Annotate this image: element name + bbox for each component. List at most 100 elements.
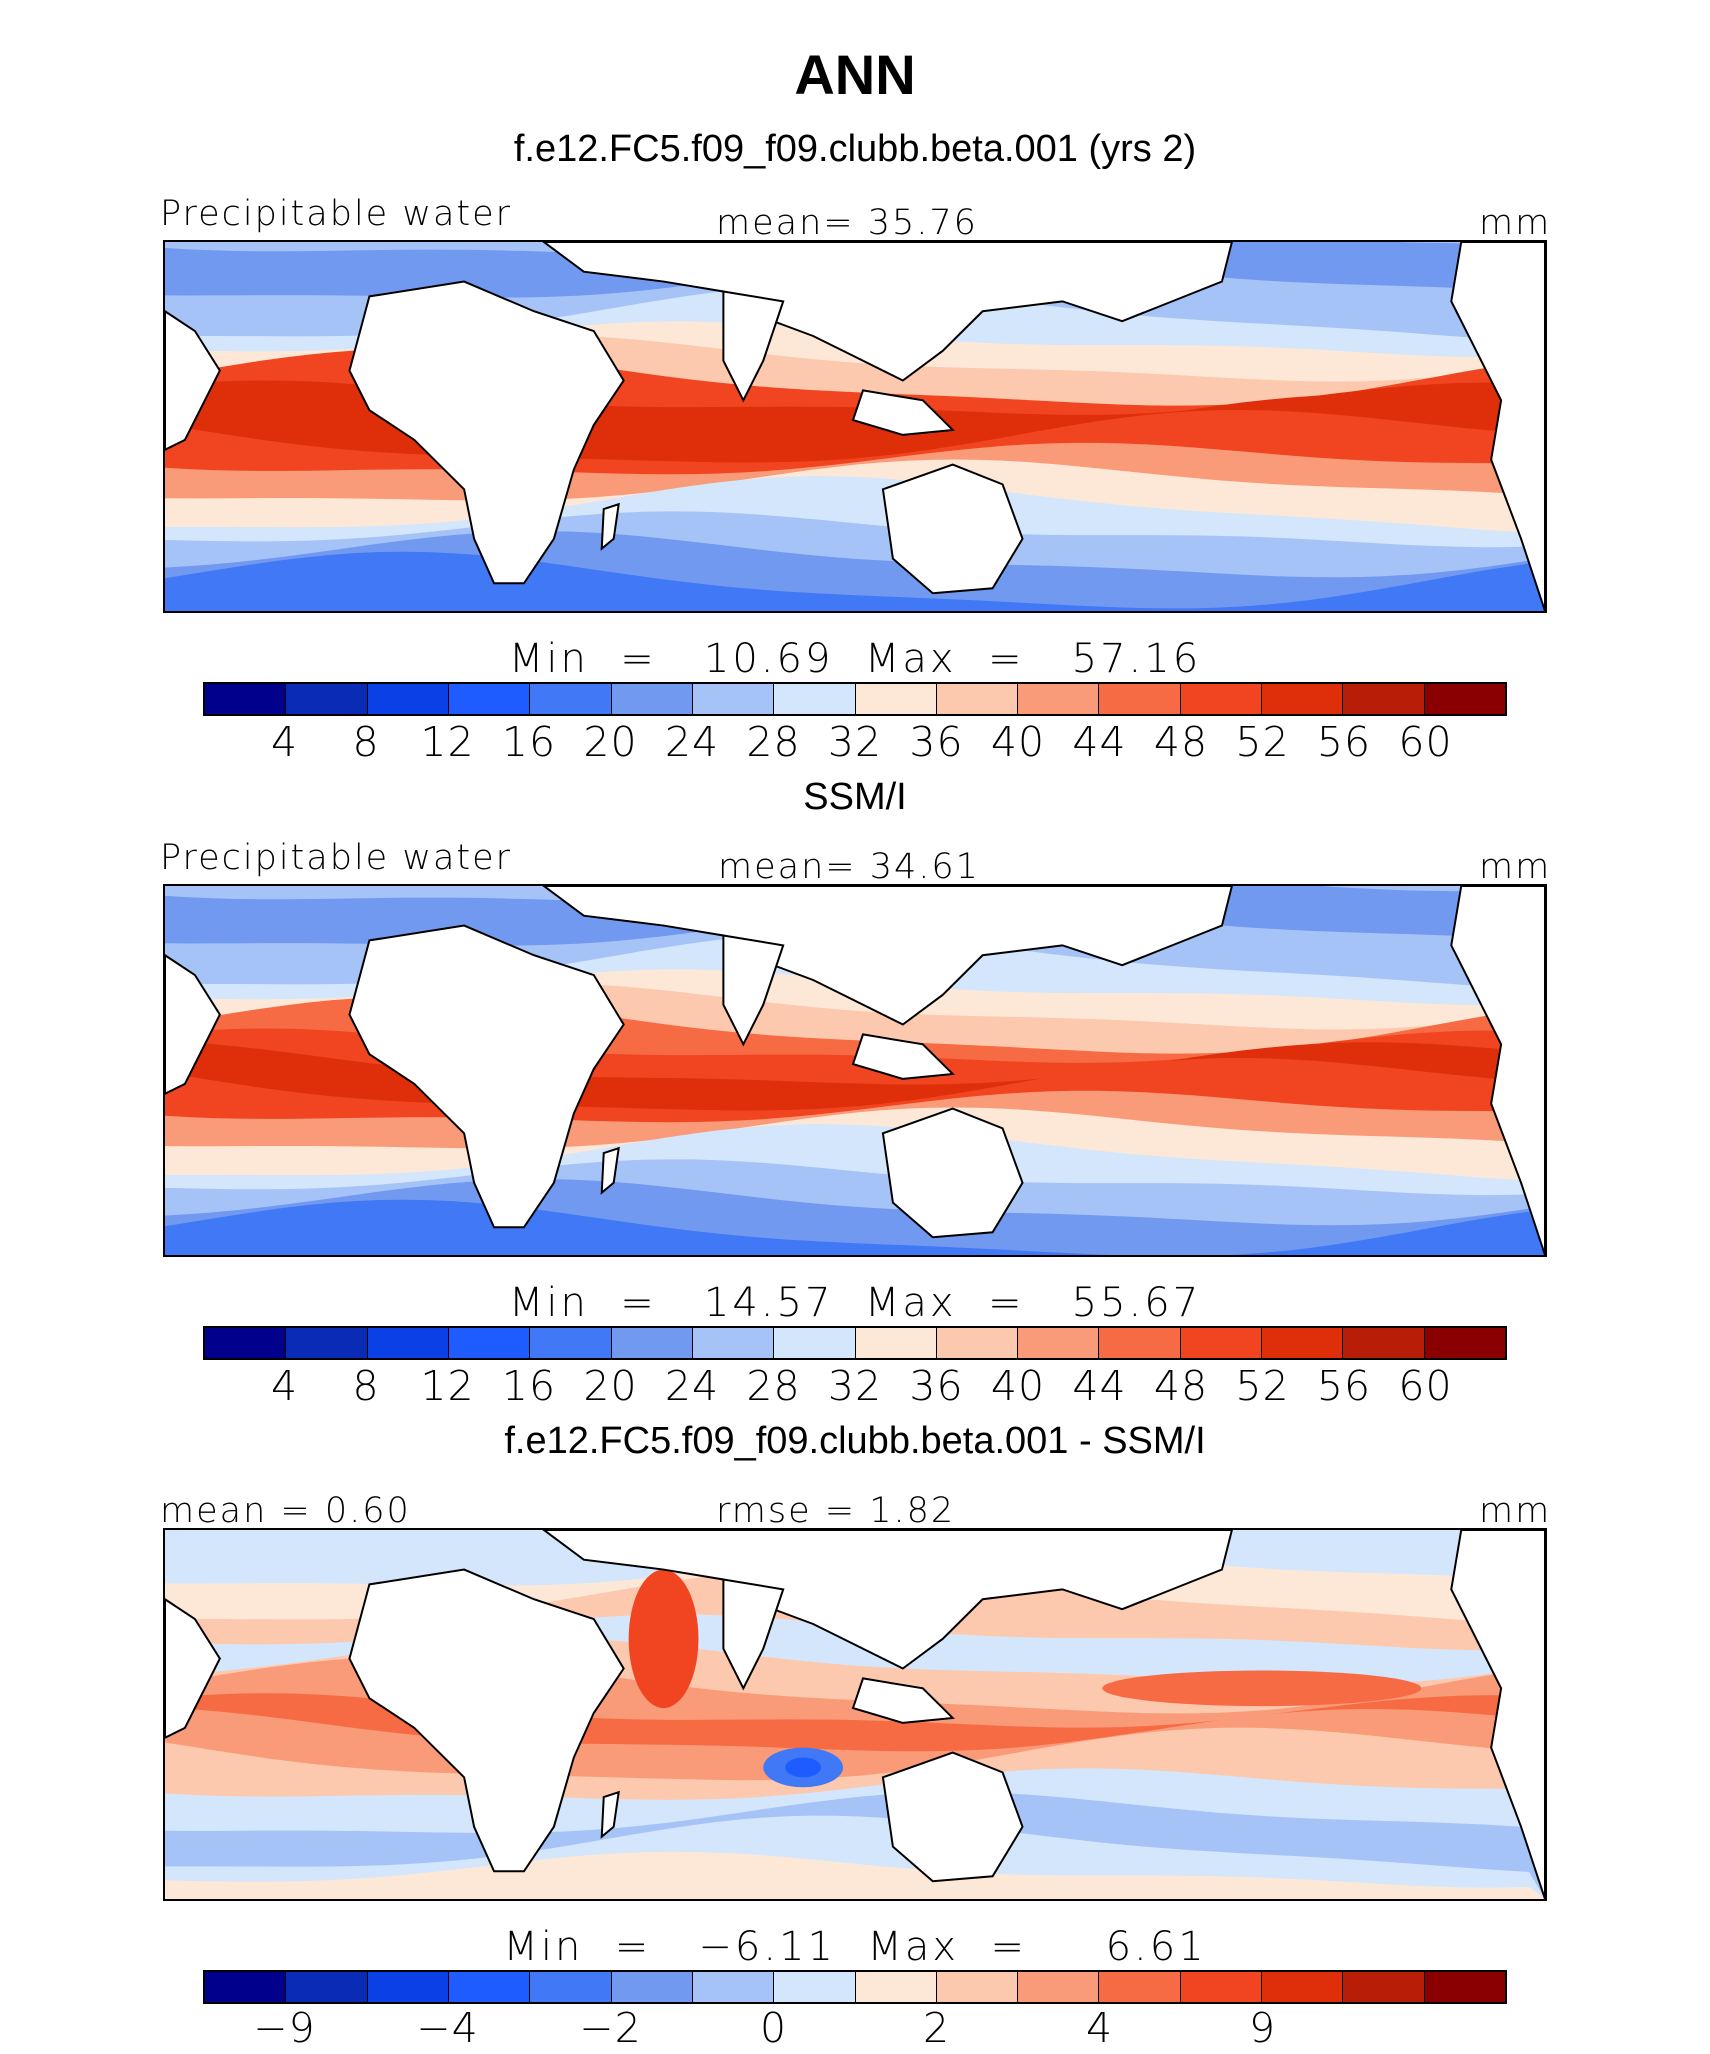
panel-2-variable-label: Precipitable water xyxy=(160,838,513,878)
colorbar-swatch xyxy=(1343,1328,1425,1358)
colorbar-tick-label: 20 xyxy=(583,1362,638,1410)
colorbar-swatch xyxy=(611,1328,693,1358)
panel-1-heading: f.e12.FC5.f09_f09.clubb.beta.001 (yrs 2) xyxy=(513,128,1197,170)
landmass-outline xyxy=(348,924,625,1229)
colorbar-swatch xyxy=(855,1328,937,1358)
colorbar-tick-label: 40 xyxy=(990,1362,1046,1410)
colorbar-swatch xyxy=(367,1328,449,1358)
colorbar-tick-label: 0 xyxy=(759,2004,788,2052)
panel-1-colorbar-ticks: 4 8 12 16 20 24 28 32 36 40 44 48 52 56 60 xyxy=(203,718,1507,768)
colorbar-tick-label: 12 xyxy=(420,1362,475,1410)
colorbar-tick-label: 24 xyxy=(664,1362,720,1410)
colorbar-tick-label: 12 xyxy=(420,718,475,766)
landmass-outline xyxy=(542,886,1233,1026)
landmass-outline xyxy=(348,280,625,585)
colorbar-swatch xyxy=(448,684,531,714)
colorbar-swatch xyxy=(448,1328,531,1358)
colorbar-swatch xyxy=(1262,1328,1344,1358)
landmass-outline xyxy=(542,242,1233,382)
panel-3-map-graphic xyxy=(165,1530,1545,1899)
colorbar-swatch xyxy=(1180,684,1263,714)
panel-1-variable-label: Precipitable water xyxy=(160,194,513,234)
colorbar-tick-label: 24 xyxy=(664,718,720,766)
colorbar-tick-label: 4 xyxy=(270,718,299,766)
panel-1-mean-label: mean= 35.76 xyxy=(716,203,978,243)
colorbar-swatch xyxy=(530,1972,612,2002)
landmass-outline xyxy=(722,934,785,1047)
colorbar-tick-label: 8 xyxy=(352,1362,380,1410)
panel-3-map xyxy=(163,1528,1547,1901)
panel-2-colorbar-ticks: 4 8 12 16 20 24 28 32 36 40 44 48 52 56 60 xyxy=(203,1362,1507,1412)
colorbar-swatch xyxy=(367,684,449,714)
colorbar-tick-label: −2 xyxy=(579,2004,642,2052)
colorbar-swatch xyxy=(286,1328,368,1358)
colorbar-swatch xyxy=(1424,1972,1505,2002)
colorbar-tick-label: 48 xyxy=(1153,1362,1209,1410)
landmass-outline xyxy=(851,1033,955,1080)
panel-1-minmax: Min = 10.69 Max = 57.16 xyxy=(508,636,1202,682)
colorbar-swatch xyxy=(448,1972,531,2002)
colorbar-tick-label: 44 xyxy=(1072,718,1127,766)
landmass-outline xyxy=(851,389,955,436)
colorbar-tick-label: 28 xyxy=(746,1362,801,1410)
colorbar-tick-label: 8 xyxy=(352,718,380,766)
colorbar-swatch xyxy=(855,1972,937,2002)
colorbar-swatch xyxy=(1018,1972,1100,2002)
panel-3-rmse-label: rmse = 1.82 xyxy=(716,1491,956,1531)
colorbar-swatch xyxy=(286,684,368,714)
colorbar-swatch xyxy=(611,684,693,714)
landmass-outline xyxy=(348,1568,625,1873)
colorbar-swatch xyxy=(1018,1328,1100,1358)
colorbar-tick-label: 4 xyxy=(270,1362,299,1410)
colorbar-tick-label: −4 xyxy=(416,2004,479,2052)
colorbar-swatch xyxy=(1343,1972,1425,2002)
landmass-outline xyxy=(165,1598,221,1739)
panel-2-minmax: Min = 14.57 Max = 55.67 xyxy=(508,1280,1202,1326)
colorbar-swatch xyxy=(286,1972,368,2002)
colorbar-swatch xyxy=(205,1328,287,1358)
colorbar-tick-label: 60 xyxy=(1398,718,1453,766)
colorbar-swatch xyxy=(530,1328,612,1358)
colorbar-swatch xyxy=(1262,684,1344,714)
landmass-outline xyxy=(1450,1530,1545,1899)
colorbar-tick-label: 9 xyxy=(1248,2004,1277,2052)
panel-2-map-graphic xyxy=(165,886,1545,1255)
landmass-outline xyxy=(881,463,1024,595)
panel-1-map-graphic xyxy=(165,242,1545,611)
landmass-outline xyxy=(722,1578,785,1691)
colorbar-tick-label: 2 xyxy=(922,2004,951,2052)
landmass-outline xyxy=(542,1530,1233,1670)
colorbar-swatch xyxy=(1424,684,1505,714)
landmass-outline xyxy=(1450,242,1545,611)
landmass-outline xyxy=(722,290,785,403)
colorbar-swatch xyxy=(774,1328,856,1358)
panel-2-colorbar xyxy=(203,1326,1507,1360)
landmass-outline xyxy=(165,310,221,451)
colorbar-tick-label: 4 xyxy=(1085,2004,1114,2052)
panel-2-mean-label: mean= 34.61 xyxy=(718,847,980,887)
colorbar-swatch xyxy=(1099,684,1181,714)
colorbar-tick-label: 52 xyxy=(1235,718,1290,766)
field-anomaly-high xyxy=(1102,1670,1422,1707)
colorbar-tick-label: 36 xyxy=(909,718,964,766)
figure-title: ANN xyxy=(794,43,916,106)
landmass-outline xyxy=(881,1107,1024,1239)
colorbar-swatch xyxy=(855,684,937,714)
panel-2-map xyxy=(163,884,1547,1257)
colorbar-tick-label: 48 xyxy=(1153,718,1209,766)
landmass-outline xyxy=(600,502,620,551)
colorbar-tick-label: 16 xyxy=(501,1362,557,1410)
colorbar-swatch xyxy=(774,1972,856,2002)
field-anomaly-arabian xyxy=(628,1569,699,1709)
colorbar-swatch xyxy=(611,1972,693,2002)
landmass-outline xyxy=(1450,886,1545,1255)
panel-3-colorbar-ticks: −9 −4 −2 0 2 4 9 xyxy=(203,2004,1507,2054)
colorbar-swatch xyxy=(1099,1328,1181,1358)
colorbar-tick-label: 40 xyxy=(990,718,1046,766)
colorbar-swatch xyxy=(1424,1328,1505,1358)
colorbar-tick-label: −9 xyxy=(253,2004,316,2052)
colorbar-swatch xyxy=(1343,684,1425,714)
colorbar-swatch xyxy=(205,1972,287,2002)
panel-1-colorbar xyxy=(203,682,1507,716)
colorbar-swatch xyxy=(936,684,1019,714)
